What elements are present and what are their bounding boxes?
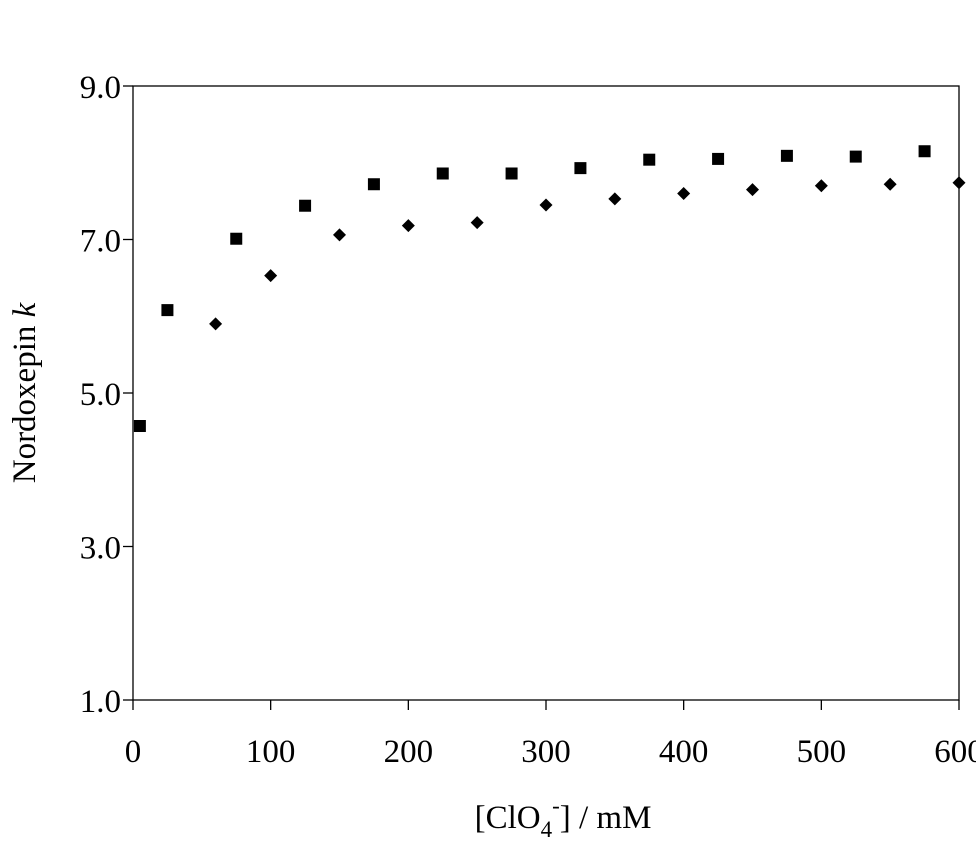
x-axis-title: [ClO4-] / mM [475, 793, 652, 842]
x-axis-title-pre: [ClO [475, 800, 541, 836]
x-tick-label: 300 [521, 734, 571, 770]
y-tick-label: 7.0 [80, 224, 121, 260]
x-tick-label: 200 [384, 734, 434, 770]
square-marker [574, 162, 587, 175]
square-marker [918, 145, 931, 158]
plot-frame [132, 85, 960, 701]
square-marker [133, 420, 146, 433]
x-tick-label: 400 [659, 734, 709, 770]
diamond-marker [746, 183, 759, 197]
diamond-marker [209, 317, 223, 331]
diamond-marker [333, 228, 346, 242]
diamond-marker [883, 177, 897, 191]
x-tick-label: 500 [797, 734, 847, 770]
x-axis-title-sub: 4 [541, 817, 553, 842]
diamond-marker [677, 186, 691, 200]
y-axis-title: Nordoxepin k [7, 301, 43, 483]
x-tick-label: 100 [246, 734, 296, 770]
x-tick-label: 600 [934, 734, 976, 770]
square-marker [161, 304, 174, 317]
y-axis-title-main: Nordoxepin [7, 317, 43, 483]
diamond-marker [952, 176, 966, 190]
y-tick-label: 1.0 [80, 684, 121, 720]
diamond-marker [401, 219, 415, 233]
axes [132, 85, 960, 701]
square-marker [849, 150, 862, 163]
diamond-marker [539, 198, 553, 212]
diamond-marker [608, 192, 622, 206]
x-axis-title-post: ] / mM [560, 800, 652, 836]
square-marker [505, 167, 518, 180]
diamond-marker [814, 179, 828, 193]
data-points [133, 145, 966, 433]
x-tick-label: 0 [125, 734, 142, 770]
diamond-marker [264, 269, 278, 283]
square-marker [712, 152, 725, 165]
square-marker [230, 232, 243, 245]
y-tick-label: 5.0 [80, 377, 121, 413]
square-marker [643, 153, 656, 166]
square-marker [780, 149, 793, 162]
square-marker [299, 199, 312, 212]
x-axis-title-sup: - [552, 793, 560, 818]
y-tick-label: 9.0 [80, 70, 121, 106]
diamond-marker [470, 216, 484, 230]
square-marker [436, 167, 449, 180]
y-tick-label: 3.0 [80, 531, 121, 567]
y-axis-title-italic: k [7, 301, 43, 317]
square-marker [367, 178, 380, 191]
ticks: 1.0 3.0 5.0 7.0 9.0 0 100 200 300 400 500 600 [80, 70, 976, 770]
